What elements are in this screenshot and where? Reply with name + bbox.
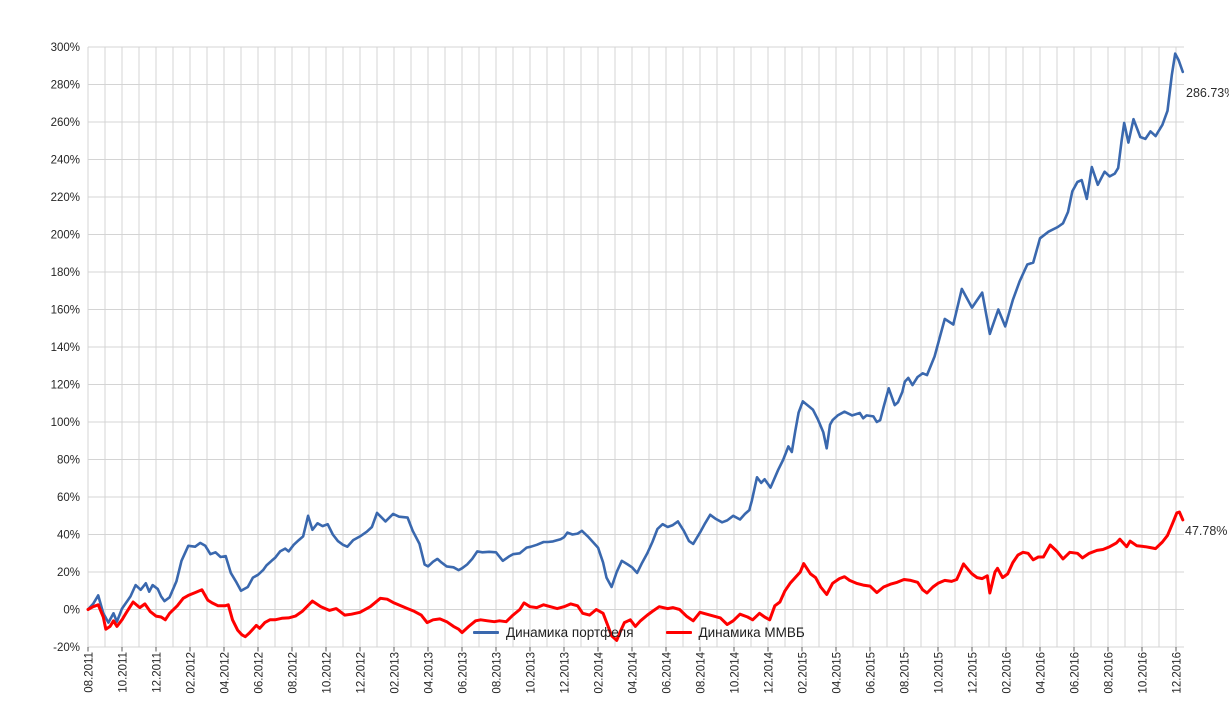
y-axis-label: 300% (51, 42, 80, 54)
x-axis-label: 10.2016 (1138, 652, 1150, 694)
x-axis-label: 10.2013 (526, 652, 538, 694)
x-axis-label: 12.2014 (764, 651, 776, 693)
y-axis-label: 200% (51, 230, 80, 242)
legend: Динамика портфеля Динамика ММВБ (473, 625, 805, 640)
x-axis-label: 06.2012 (254, 652, 266, 694)
x-axis-label: 10.2011 (118, 652, 130, 693)
y-axis-label: 260% (51, 117, 80, 129)
x-axis-label: 06.2015 (866, 652, 878, 694)
y-axis-label: 40% (57, 530, 80, 542)
x-axis-label: 04.2016 (1036, 652, 1048, 694)
x-axis-label: 12.2011 (152, 652, 164, 693)
legend-item-portfolio: Динамика портфеля (473, 625, 634, 640)
x-axis-label: 02.2012 (186, 652, 198, 694)
series-end-label-portfolio: 286.73% (1186, 86, 1229, 100)
x-axis-label: 04.2015 (832, 652, 844, 694)
x-axis-label: 10.2015 (934, 652, 946, 694)
x-axis-label: 10.2014 (730, 651, 742, 693)
legend-label-micex: Динамика ММВБ (698, 625, 805, 640)
x-axis-label: 12.2012 (356, 652, 368, 694)
x-axis-label: 06.2014 (662, 651, 674, 693)
x-axis-label: 06.2016 (1070, 652, 1082, 694)
y-axis-label: 120% (51, 380, 80, 392)
x-axis-label: 08.2015 (900, 652, 912, 694)
x-axis-label: 12.2013 (560, 652, 572, 694)
x-axis-label: 06.2013 (458, 652, 470, 694)
x-axis-label: 12.2015 (968, 652, 980, 694)
x-axis-label: 02.2013 (390, 652, 402, 694)
y-axis-label: 60% (57, 492, 80, 504)
y-axis-label: 140% (51, 342, 80, 354)
series-line-portfolio (86, 52, 1185, 624)
series-line-micex (86, 510, 1185, 642)
x-axis-label: 02.2016 (1002, 652, 1014, 694)
legend-label-portfolio: Динамика портфеля (506, 625, 634, 640)
y-axis-label: 220% (51, 192, 80, 204)
x-axis-label: 08.2013 (492, 652, 504, 694)
x-axis-label: 04.2014 (628, 651, 640, 693)
y-axis-label: 280% (51, 80, 80, 92)
y-axis-label: 160% (51, 305, 80, 317)
x-axis-label: 02.2014 (594, 651, 606, 693)
y-axis-label: 100% (51, 417, 80, 429)
y-axis-label: 0% (63, 605, 80, 617)
x-axis-label: 08.2014 (696, 651, 708, 693)
x-axis-label: 04.2012 (220, 652, 232, 694)
legend-item-micex: Динамика ММВБ (665, 625, 805, 640)
legend-line-micex-icon (665, 631, 692, 634)
y-axis-label: 240% (51, 155, 80, 167)
y-axis-label: 80% (57, 455, 80, 467)
y-axis-label: 180% (51, 267, 80, 279)
x-axis-label: 08.2012 (288, 652, 300, 694)
x-axis-label: 12.2016 (1172, 652, 1184, 694)
x-axis-label: 02.2015 (798, 652, 810, 694)
y-axis-label: 20% (57, 567, 80, 579)
x-axis-label: 04.2013 (424, 652, 436, 694)
x-axis-label: 08.2016 (1104, 652, 1116, 694)
x-axis-label: 08.2011 (84, 652, 96, 693)
series-end-label-micex: 47.78% (1185, 524, 1228, 538)
x-axis-label: 10.2012 (322, 652, 334, 694)
legend-line-portfolio-icon (473, 631, 499, 634)
y-axis-label: -20% (53, 642, 80, 654)
